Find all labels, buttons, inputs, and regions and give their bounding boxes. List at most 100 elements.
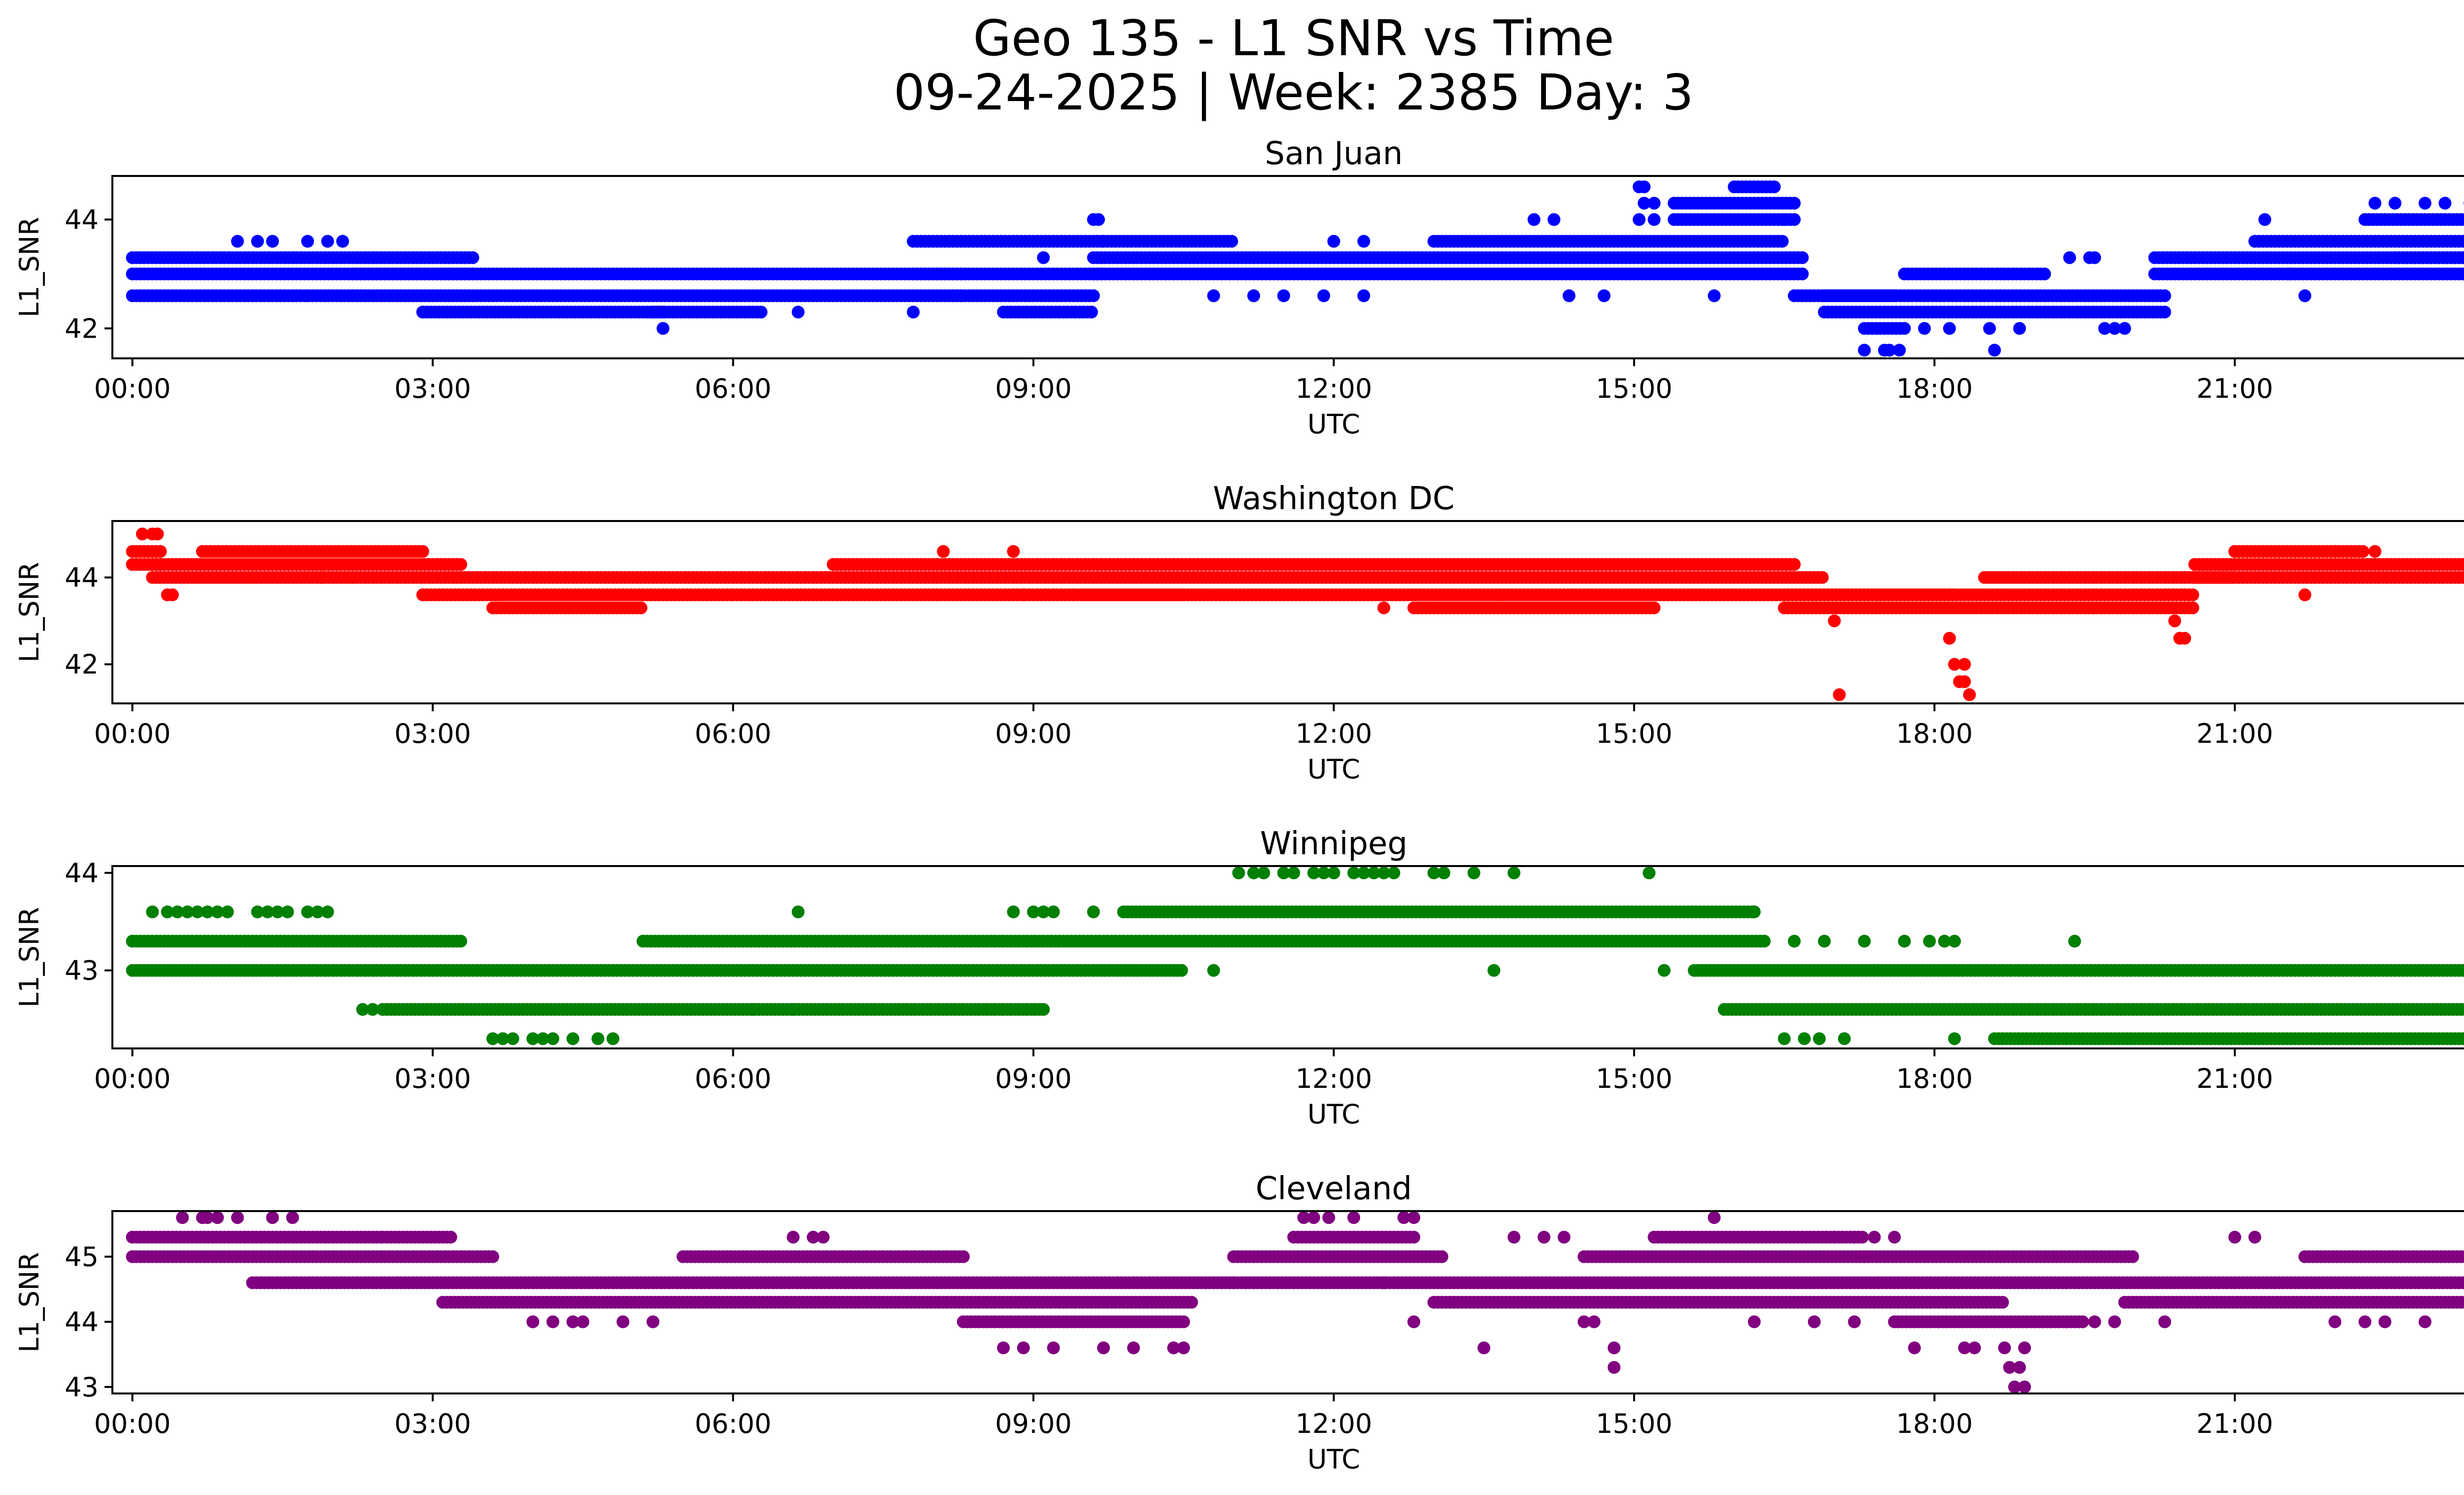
x-axis-label: UTC [1307, 409, 1360, 440]
data-point [1207, 289, 1220, 302]
data-point [2168, 614, 2181, 627]
data-point [1647, 213, 1661, 226]
data-point [154, 545, 167, 558]
data-point [416, 545, 429, 558]
x-tick-label: 18:00 [1896, 373, 1973, 404]
data-point [316, 571, 329, 584]
data-point [2108, 322, 2122, 335]
x-tick-label: 12:00 [1296, 373, 1372, 404]
data-point [321, 235, 334, 248]
data-point [1833, 688, 1846, 701]
data-point [1175, 964, 1188, 977]
x-axis-label: UTC [1307, 754, 1360, 785]
data-point [937, 545, 950, 558]
data-point [1087, 289, 1100, 302]
data-point [151, 527, 164, 541]
data-point [1815, 571, 1829, 584]
data-point [1758, 935, 1771, 948]
data-point [2186, 588, 2199, 601]
data-point [1898, 322, 1911, 335]
data-point [1357, 235, 1370, 248]
data-point [2461, 268, 2464, 280]
x-tick-label: 15:00 [1596, 373, 1673, 404]
data-point [454, 558, 467, 571]
data-point [2328, 545, 2342, 558]
data-point [2356, 545, 2369, 558]
data-point [1778, 213, 1791, 226]
data-point [136, 527, 149, 541]
data-point [301, 289, 314, 302]
subplot-title: Winnipeg [1260, 826, 1407, 862]
x-tick-label: 06:00 [695, 718, 772, 749]
y-axis-label: L1_SNR [14, 217, 45, 317]
scatter-points [126, 180, 2464, 357]
data-point [2438, 197, 2452, 210]
y-tick-label: 42 [65, 313, 99, 344]
data-point [2463, 215, 2464, 224]
data-point [1277, 289, 1290, 302]
y-tick-label: 44 [65, 562, 99, 593]
data-point [1943, 322, 1956, 335]
data-point [1788, 213, 1801, 226]
figure-title-line1: Geo 135 - L1 SNR vs Time [973, 9, 1614, 67]
x-tick-label: 15:00 [1596, 718, 1673, 749]
data-point [1547, 213, 1561, 226]
data-point [1085, 306, 1098, 319]
x-tick-label: 18:00 [1896, 718, 1973, 749]
data-point [1225, 235, 1238, 248]
data-point [2038, 267, 2051, 280]
data-point [466, 251, 479, 264]
data-point [2368, 197, 2382, 210]
data-point [336, 235, 349, 248]
data-point [1633, 213, 1646, 226]
data-point [1037, 251, 1050, 264]
data-point [2418, 197, 2431, 210]
data-point [2298, 588, 2312, 601]
y-tick-label: 44 [65, 204, 99, 235]
data-point [1918, 322, 1931, 335]
figure-title-line2: 09-24-2025 | Week: 2385 Day: 3 [893, 64, 1693, 121]
x-tick-label: 21:00 [2196, 373, 2273, 404]
data-point [2461, 558, 2464, 570]
data-point [1988, 344, 2001, 357]
data-point [1708, 289, 1721, 302]
data-point [2389, 197, 2401, 210]
data-point [1037, 1003, 1050, 1016]
data-point [1858, 344, 1871, 357]
data-point [1638, 180, 1651, 194]
data-point [1943, 631, 1956, 645]
data-point [634, 601, 648, 615]
data-point [2368, 545, 2382, 558]
data-point [301, 235, 314, 248]
data-point [266, 235, 279, 248]
data-point [2461, 252, 2464, 264]
data-point [1893, 344, 1906, 357]
scatter-points [126, 527, 2464, 701]
data-point [2298, 289, 2312, 302]
data-point [2461, 236, 2464, 247]
data-point [246, 289, 259, 302]
data-point [2186, 601, 2199, 615]
data-point [1883, 344, 1896, 357]
data-point [454, 935, 467, 948]
x-tick-label: 00:00 [94, 373, 171, 404]
data-point [246, 571, 259, 584]
data-point [1963, 688, 1976, 701]
data-point [1958, 658, 1971, 671]
data-point [1788, 558, 1801, 571]
data-point [231, 235, 244, 248]
x-tick-label: 09:00 [995, 373, 1072, 404]
data-point [2013, 322, 2026, 335]
data-point [1948, 658, 1961, 671]
subplot-title: San Juan [1265, 136, 1403, 172]
x-tick-label: 00:00 [94, 718, 171, 749]
data-point [346, 289, 359, 302]
x-tick-label: 09:00 [995, 718, 1072, 749]
data-point [1067, 588, 1080, 601]
data-point [1598, 289, 1610, 302]
data-point [1007, 545, 1020, 558]
